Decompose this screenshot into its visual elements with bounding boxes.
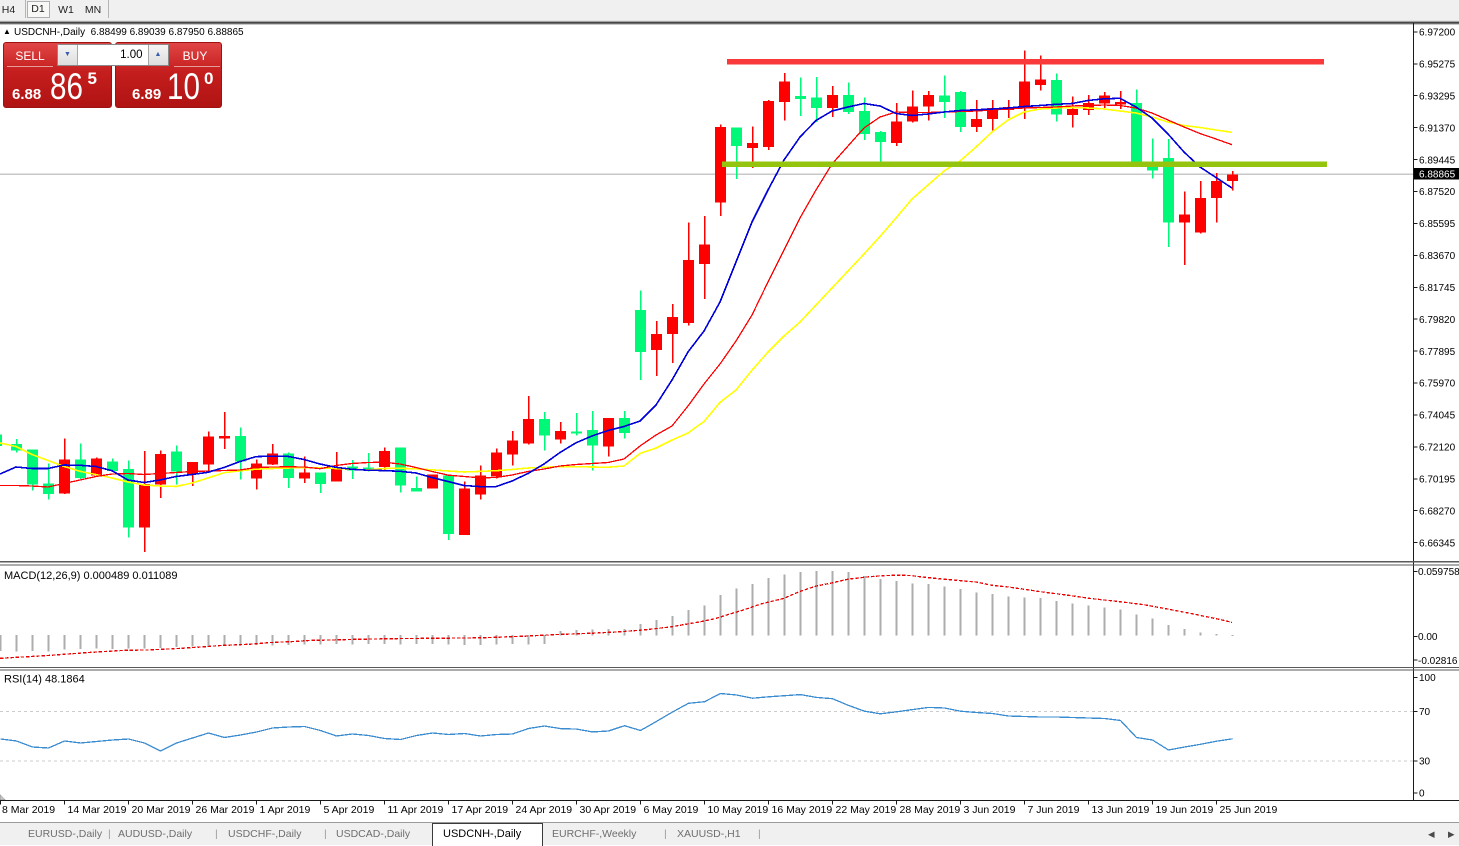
svg-text:14 Mar 2019: 14 Mar 2019 [68,804,127,816]
svg-text:6.87520: 6.87520 [1419,187,1456,198]
svg-text:6.66345: 6.66345 [1419,538,1456,549]
svg-text:6.89445: 6.89445 [1419,155,1456,166]
svg-text:8 Mar 2019: 8 Mar 2019 [2,804,55,816]
svg-text:6.72120: 6.72120 [1419,443,1456,454]
svg-text:10 May 2019: 10 May 2019 [708,804,769,816]
svg-text:1 Apr 2019: 1 Apr 2019 [260,804,311,816]
svg-text:6.75970: 6.75970 [1419,379,1456,390]
svg-text:6.83670: 6.83670 [1419,251,1456,262]
svg-text:26 Mar 2019: 26 Mar 2019 [196,804,255,816]
svg-text:5 Apr 2019: 5 Apr 2019 [324,804,375,816]
svg-text:MACD(12,26,9) 0.000489 0.01108: MACD(12,26,9) 0.000489 0.011089 [4,570,177,582]
svg-text:20 Mar 2019: 20 Mar 2019 [132,804,191,816]
svg-text:11 Apr 2019: 11 Apr 2019 [388,804,444,816]
svg-text:6.85595: 6.85595 [1419,219,1456,230]
svg-text:6.95275: 6.95275 [1419,60,1456,71]
svg-text:13 Jun 2019: 13 Jun 2019 [1092,804,1150,816]
svg-text:3 Jun 2019: 3 Jun 2019 [964,804,1016,816]
svg-text:30: 30 [1419,757,1431,768]
svg-text:30 Apr 2019: 30 Apr 2019 [580,804,637,816]
svg-text:-0.02816: -0.02816 [1418,656,1458,667]
svg-text:16 May 2019: 16 May 2019 [772,804,833,816]
svg-text:6.88865: 6.88865 [1419,170,1456,181]
svg-text:0: 0 [1419,789,1425,800]
svg-text:6.77895: 6.77895 [1419,347,1456,358]
svg-text:6.74045: 6.74045 [1419,411,1456,422]
svg-text:6 May 2019: 6 May 2019 [644,804,699,816]
svg-text:6.81745: 6.81745 [1419,283,1456,294]
svg-text:6.68270: 6.68270 [1419,506,1456,517]
svg-text:RSI(14) 48.1864: RSI(14) 48.1864 [4,674,85,686]
svg-text:6.93295: 6.93295 [1419,91,1456,102]
svg-text:6.91370: 6.91370 [1419,123,1456,134]
svg-text:17 Apr 2019: 17 Apr 2019 [452,804,509,816]
svg-text:28 May 2019: 28 May 2019 [900,804,961,816]
svg-text:100: 100 [1419,673,1436,684]
svg-text:6.70195: 6.70195 [1419,475,1456,486]
svg-text:22 May 2019: 22 May 2019 [836,804,897,816]
svg-text:0.00: 0.00 [1418,632,1438,643]
svg-text:25 Jun 2019: 25 Jun 2019 [1220,804,1278,816]
svg-text:70: 70 [1419,707,1431,718]
svg-text:19 Jun 2019: 19 Jun 2019 [1156,804,1214,816]
svg-text:6.97200: 6.97200 [1419,28,1456,39]
svg-text:0.059758: 0.059758 [1418,567,1459,578]
svg-text:7 Jun 2019: 7 Jun 2019 [1028,804,1080,816]
svg-text:24 Apr 2019: 24 Apr 2019 [516,804,573,816]
svg-text:6.79820: 6.79820 [1419,315,1456,326]
